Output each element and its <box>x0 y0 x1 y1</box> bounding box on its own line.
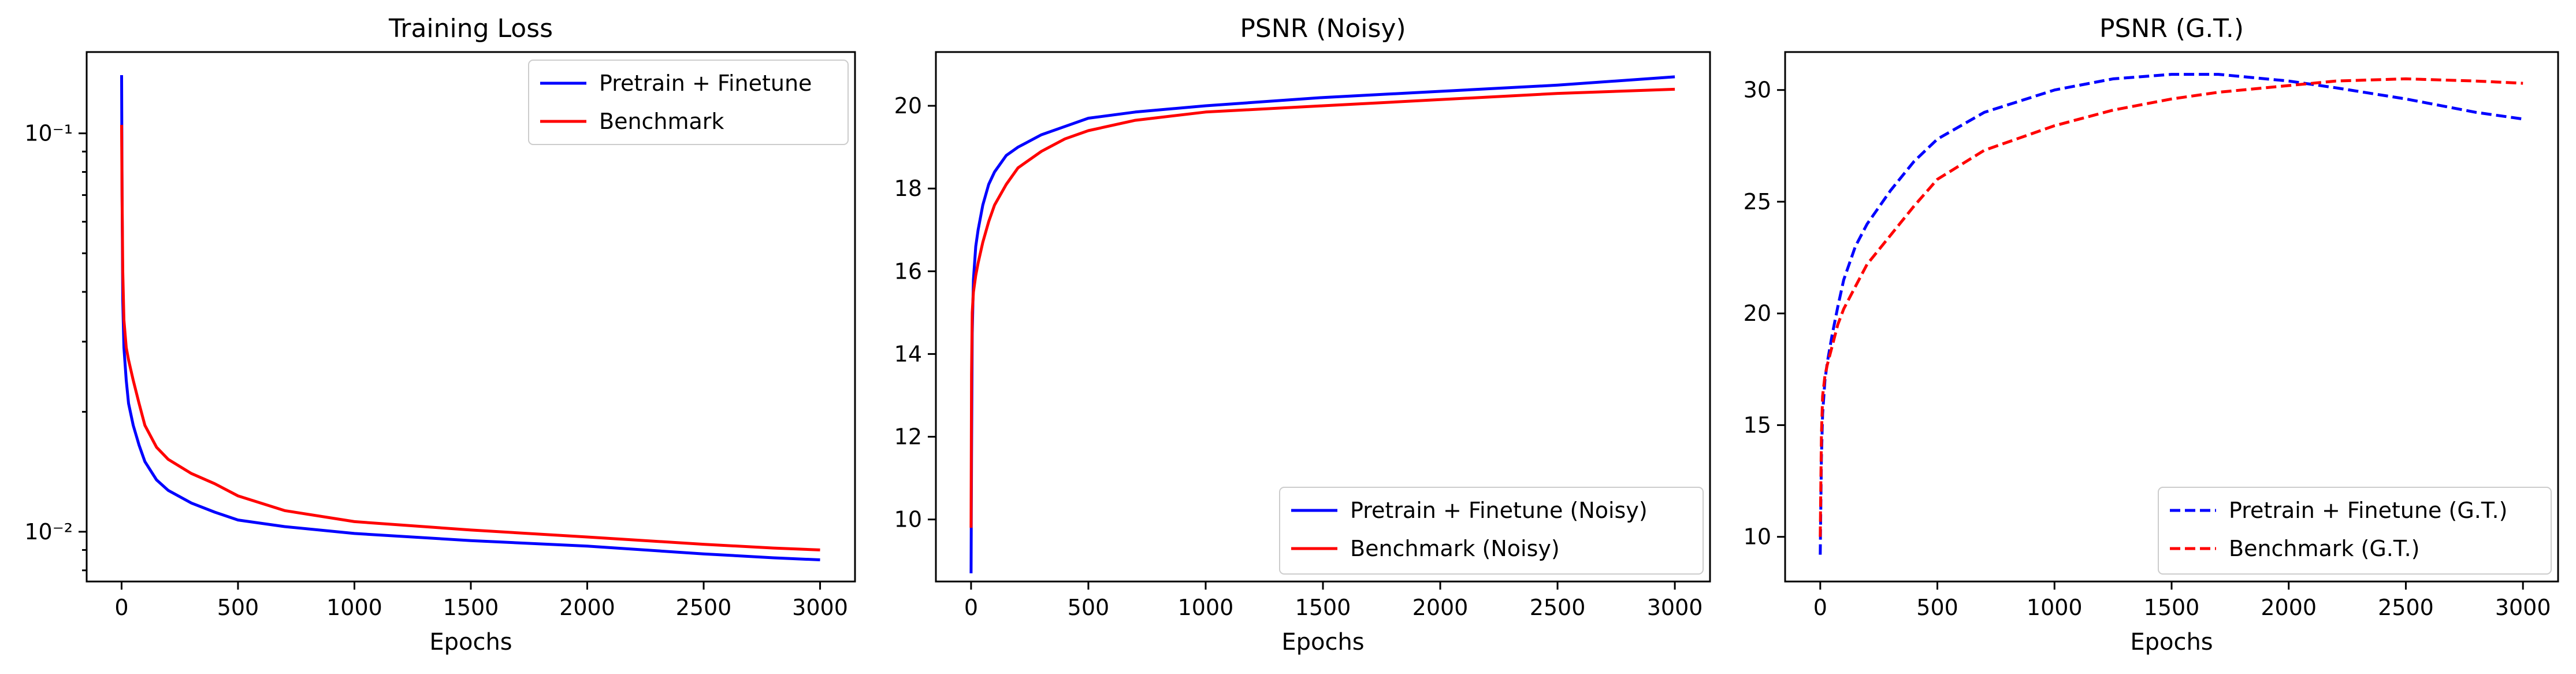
x-tick-label: 1000 <box>326 595 382 620</box>
x-tick-label: 2000 <box>2261 595 2317 620</box>
y-tick-label: 12 <box>894 424 922 450</box>
chart-title: Training Loss <box>388 14 553 43</box>
x-axis-label: Epochs <box>1281 629 1364 656</box>
x-tick-label: 2500 <box>2378 595 2434 620</box>
legend-label: Pretrain + Finetune (Noisy) <box>1350 498 1648 523</box>
x-tick-label: 2000 <box>559 595 615 620</box>
chart-title: PSNR (G.T.) <box>2099 14 2244 43</box>
legend-label: Benchmark (G.T.) <box>2229 536 2419 561</box>
series-line-2 <box>969 87 1675 528</box>
x-tick-label: 500 <box>1916 595 1958 620</box>
x-tick-label: 1500 <box>443 595 499 620</box>
legend-frame <box>2158 487 2552 575</box>
y-tick-label: 20 <box>894 93 922 118</box>
series-line-1 <box>969 75 1675 573</box>
y-tick-label: 18 <box>894 176 922 201</box>
x-tick-label: 3000 <box>2495 595 2551 620</box>
series-line-1 <box>120 75 820 561</box>
x-tick-label: 3000 <box>1647 595 1703 620</box>
x-tick-label: 2000 <box>1412 595 1469 620</box>
legend: Pretrain + Finetune (G.T.) Benchmark (G.T… <box>2158 487 2552 575</box>
legend: Pretrain + Finetune Benchmark <box>528 60 849 145</box>
x-tick-label: 1500 <box>1295 595 1351 620</box>
x-tick-label: 500 <box>217 595 259 620</box>
y-tick-label: 10⁻¹ <box>24 121 73 146</box>
x-tick-label: 1000 <box>1178 595 1234 620</box>
x-tick-label: 0 <box>964 595 978 620</box>
x-tick-label: 2500 <box>1530 595 1586 620</box>
y-tick-label: 15 <box>1744 412 1771 438</box>
legend-frame <box>1279 487 1704 575</box>
y-tick-label: 30 <box>1744 77 1771 103</box>
y-tick-label: 20 <box>1744 301 1771 326</box>
x-axis-label: Epochs <box>429 629 512 656</box>
chart-panel-1: 0 500 1000 1500 2000 2500 3000 10⁻² 10⁻¹ Training… <box>24 14 856 656</box>
x-axis-label: Epochs <box>2130 629 2213 656</box>
legend-label: Pretrain + Finetune <box>599 71 812 96</box>
y-tick-label: 10⁻² <box>24 519 73 545</box>
y-tick-label: 14 <box>894 341 922 366</box>
x-tick-label: 0 <box>1813 595 1827 620</box>
chart-title: PSNR (Noisy) <box>1240 14 1406 43</box>
x-tick-label: 1000 <box>2027 595 2083 620</box>
legend-frame <box>528 60 849 145</box>
y-tick-label: 16 <box>894 258 922 284</box>
x-tick-label: 2500 <box>676 595 732 620</box>
y-tick-label: 10 <box>894 507 922 532</box>
x-tick-label: 3000 <box>792 595 848 620</box>
y-tick-label: 10 <box>1744 524 1771 550</box>
legend-label: Benchmark (Noisy) <box>1350 536 1560 561</box>
series-line-2 <box>120 125 820 551</box>
legend: Pretrain + Finetune (Noisy) Benchmark (No… <box>1279 487 1704 575</box>
x-tick-label: 1500 <box>2144 595 2200 620</box>
chart-panel-2: 0 500 1000 1500 2000 2500 3000 10 12 14 16 18 20 PSNR… <box>894 14 1711 656</box>
series-line-2 <box>1819 77 2523 537</box>
legend-label: Benchmark <box>599 109 724 134</box>
legend-label: Pretrain + Finetune (G.T.) <box>2229 498 2507 523</box>
y-tick-label: 25 <box>1744 189 1771 214</box>
x-tick-label: 0 <box>114 595 128 620</box>
chart-panel-3: 0 500 1000 1500 2000 2500 3000 10 15 20 25 30 PSNR (… <box>1744 14 2559 656</box>
x-tick-label: 500 <box>1068 595 1110 620</box>
